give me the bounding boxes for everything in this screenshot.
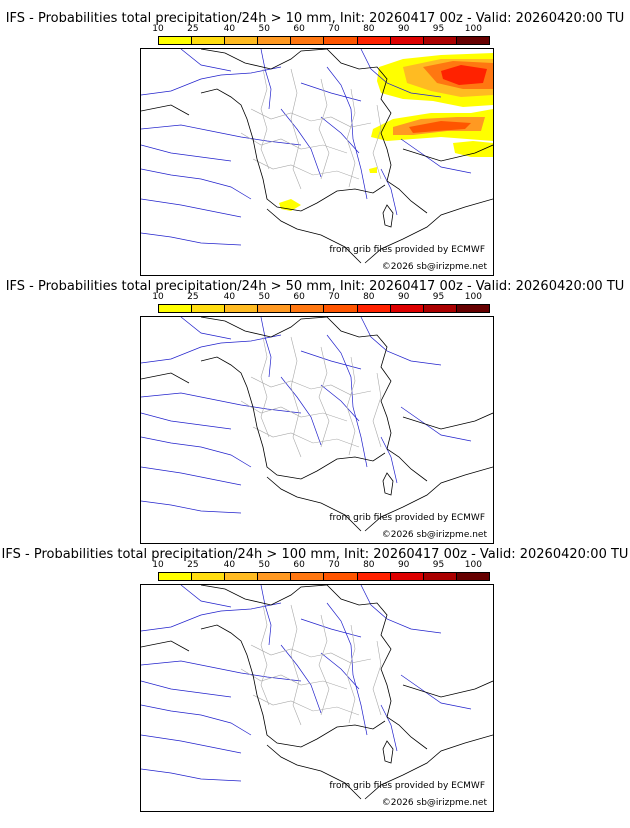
colorbar-tick: 90 — [397, 560, 410, 570]
colorbar-swatch — [423, 305, 457, 312]
colorbar-tick: 100 — [464, 24, 482, 34]
colorbar-swatch — [258, 37, 292, 44]
colorbar-swatch — [192, 573, 226, 580]
probability-map: from grib files provided by ECMWF ©2026 … — [140, 584, 494, 812]
colorbar-swatch — [357, 37, 391, 44]
colorbar-tick: 10 — [152, 292, 164, 302]
colorbar-tick: 10 — [152, 24, 164, 34]
colorbar-swatch — [456, 573, 489, 580]
colorbar-swatch — [225, 305, 259, 312]
probability-map: from grib files provided by ECMWF ©2026 … — [140, 48, 494, 276]
colorbar-swatch — [357, 305, 391, 312]
copyright-credit: ©2026 sb@irizpme.net — [381, 798, 487, 808]
panel-title: IFS - Probabilities total precipitation/… — [1, 547, 629, 562]
probability-map: from grib files provided by ECMWF ©2026 … — [140, 316, 494, 544]
colorbar-swatch — [291, 37, 325, 44]
colorbar-swatch — [456, 37, 489, 44]
colorbar-swatch — [159, 305, 193, 312]
precip-area-alps — [409, 121, 471, 133]
colorbar — [158, 304, 490, 313]
colorbar-swatch — [324, 37, 358, 44]
precip-area-small — [369, 167, 377, 173]
river-network — [141, 585, 472, 782]
source-credit: from grib files provided by ECMWF — [329, 513, 485, 523]
department-borders — [240, 68, 382, 190]
river-network — [141, 49, 472, 246]
colorbar-swatch — [225, 573, 259, 580]
colorbar-tick: 95 — [432, 24, 445, 34]
colorbar-swatch — [159, 573, 193, 580]
precip-area-southeast — [453, 141, 493, 157]
colorbar-swatch — [324, 573, 358, 580]
colorbar-tick: 40 — [223, 560, 236, 570]
department-borders — [240, 336, 382, 458]
forecast-panel-10mm: IFS - Probabilities total precipitation/… — [0, 0, 630, 276]
coastline-and-borders — [141, 585, 493, 800]
colorbar-swatch — [291, 305, 325, 312]
colorbar-swatch — [192, 305, 226, 312]
river-network — [141, 317, 472, 514]
colorbar-tick: 50 — [258, 292, 270, 302]
colorbar-swatch — [357, 573, 391, 580]
colorbar-swatch — [390, 305, 424, 312]
colorbar-tick: 95 — [432, 292, 445, 302]
source-credit: from grib files provided by ECMWF — [329, 245, 485, 255]
copyright-credit: ©2026 sb@irizpme.net — [381, 530, 487, 540]
colorbar-swatch — [423, 573, 457, 580]
colorbar-tick: 25 — [187, 560, 199, 570]
colorbar-swatch — [258, 573, 292, 580]
colorbar — [158, 36, 490, 45]
colorbar-tick: 50 — [258, 560, 270, 570]
map-svg — [141, 317, 493, 532]
colorbar-swatch — [159, 37, 193, 44]
colorbar-ticks: 10 25 40 50 60 70 80 90 95 100 — [152, 560, 490, 572]
colorbar-tick: 80 — [363, 292, 375, 302]
colorbar-tick: 60 — [293, 292, 305, 302]
colorbar-tick: 25 — [187, 292, 199, 302]
copyright-credit: ©2026 sb@irizpme.net — [381, 262, 487, 272]
colorbar-ticks: 10 25 40 50 60 70 80 90 95 100 — [152, 292, 490, 304]
colorbar-swatch — [423, 37, 457, 44]
precip-area-northeast — [441, 65, 487, 85]
colorbar-tick: 90 — [397, 292, 410, 302]
colorbar-tick: 100 — [464, 560, 482, 570]
panel-title: IFS - Probabilities total precipitation/… — [5, 279, 625, 294]
map-svg — [141, 585, 493, 800]
colorbar-tick: 40 — [223, 24, 236, 34]
precip-probability-areas — [279, 53, 493, 211]
forecast-panel-50mm: IFS - Probabilities total precipitation/… — [0, 268, 630, 544]
colorbar-tick: 70 — [328, 24, 340, 34]
colorbar-swatch — [390, 37, 424, 44]
colorbar-ticks: 10 25 40 50 60 70 80 90 95 100 — [152, 24, 490, 36]
colorbar-tick: 60 — [293, 24, 305, 34]
colorbar-tick: 100 — [464, 292, 482, 302]
colorbar-tick: 90 — [397, 24, 410, 34]
coastline-and-borders — [141, 317, 493, 532]
map-svg — [141, 49, 493, 264]
colorbar-swatch — [258, 305, 292, 312]
colorbar-tick: 80 — [363, 24, 375, 34]
colorbar-tick: 10 — [152, 560, 164, 570]
colorbar-swatch — [192, 37, 226, 44]
coastline-and-borders — [141, 49, 493, 264]
colorbar-tick: 60 — [293, 560, 305, 570]
colorbar-swatch — [456, 305, 489, 312]
source-credit: from grib files provided by ECMWF — [329, 781, 485, 791]
colorbar-swatch — [225, 37, 259, 44]
colorbar-swatch — [324, 305, 358, 312]
colorbar-tick: 25 — [187, 24, 199, 34]
colorbar-tick: 50 — [258, 24, 270, 34]
department-borders — [240, 604, 382, 726]
colorbar-tick: 95 — [432, 560, 445, 570]
colorbar — [158, 572, 490, 581]
colorbar-swatch — [291, 573, 325, 580]
colorbar-tick: 70 — [328, 560, 340, 570]
colorbar-swatch — [390, 573, 424, 580]
panel-title: IFS - Probabilities total precipitation/… — [5, 11, 625, 26]
colorbar-tick: 80 — [363, 560, 375, 570]
forecast-panel-100mm: IFS - Probabilities total precipitation/… — [0, 536, 630, 812]
colorbar-tick: 70 — [328, 292, 340, 302]
colorbar-tick: 40 — [223, 292, 236, 302]
